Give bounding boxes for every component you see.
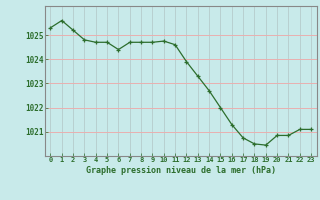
X-axis label: Graphe pression niveau de la mer (hPa): Graphe pression niveau de la mer (hPa) [86, 166, 276, 175]
